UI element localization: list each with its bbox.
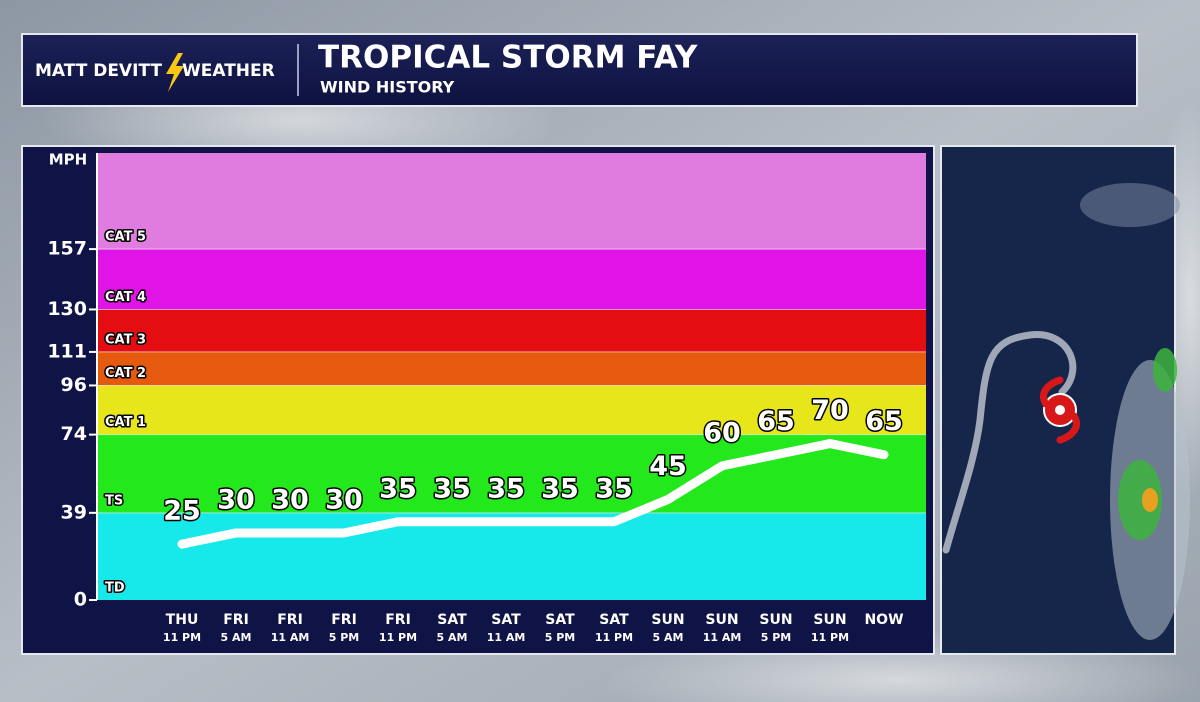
x-tick-label: 11 PM: [379, 631, 417, 644]
x-tick-label: 5 AM: [221, 631, 252, 644]
category-band: [97, 434, 926, 513]
x-tick-label: SAT: [545, 612, 575, 628]
band-label: CAT 5: [105, 230, 146, 245]
chart-title: TROPICAL STORM FAY: [318, 40, 698, 76]
category-band: [97, 249, 926, 310]
x-tick-label: SAT: [599, 612, 629, 628]
x-tick-label: 11 AM: [703, 631, 742, 644]
data-label: 30: [325, 484, 363, 515]
x-tick-label: 11 PM: [163, 631, 201, 644]
data-label: 35: [487, 473, 525, 504]
x-tick-label: FRI: [277, 612, 303, 628]
map-rain: [1118, 460, 1162, 540]
y-axis-label: MPH: [49, 151, 87, 169]
x-tick-label: 11 AM: [271, 631, 310, 644]
x-tick-label: 5 PM: [545, 631, 576, 644]
y-tick-label: 157: [47, 238, 87, 260]
data-label: 25: [163, 496, 201, 527]
plot-area: TD TS CAT 1 CAT 2 CAT 3 CAT 4 CAT 5 0 39 74 96 111 1…: [47, 153, 926, 644]
x-tick-label: SUN: [705, 612, 738, 628]
data-label: 35: [541, 473, 579, 504]
category-band: [97, 351, 926, 386]
logo-left: MATT DEVITT: [35, 61, 162, 81]
band-label: CAT 3: [105, 332, 146, 347]
logo-bolt: [166, 53, 184, 92]
x-tick-label: 5 PM: [329, 631, 360, 644]
x-tick-label: SAT: [491, 612, 521, 628]
x-tick-label: THU: [166, 612, 199, 628]
x-tick-label: SAT: [437, 612, 467, 628]
y-tick-label: 130: [47, 298, 87, 320]
logo-right: WEATHER: [182, 61, 275, 81]
x-tick-label: 11 AM: [487, 631, 526, 644]
map-rain: [1153, 348, 1177, 392]
band-label: TD: [105, 581, 125, 596]
x-tick-label: SUN: [651, 612, 684, 628]
band-label: CAT 1: [105, 415, 146, 430]
data-label: 35: [433, 473, 471, 504]
data-label: 70: [811, 395, 849, 426]
y-tick-label: 111: [47, 340, 87, 362]
data-label: 65: [757, 406, 795, 437]
y-tick-label: 0: [74, 589, 87, 611]
x-tick-label: SUN: [813, 612, 846, 628]
data-label: 45: [649, 451, 687, 482]
x-tick-label: 11 PM: [811, 631, 849, 644]
data-label: 35: [379, 473, 417, 504]
data-label: 35: [595, 473, 633, 504]
band-label: TS: [105, 493, 123, 508]
y-tick-label: 74: [61, 423, 87, 445]
y-tick-label: 96: [61, 374, 87, 396]
x-tick-label: 11 PM: [595, 631, 633, 644]
x-tick-label: 5 AM: [653, 631, 684, 644]
map-cloud: [1080, 183, 1180, 227]
wind-line: [177, 439, 889, 549]
data-label: 30: [271, 484, 309, 515]
x-tick-label: FRI: [223, 612, 249, 628]
x-tick-label: SUN: [759, 612, 792, 628]
category-band: [97, 153, 926, 250]
x-tick-label: FRI: [385, 612, 411, 628]
storm-track: [942, 331, 1077, 554]
data-label: 60: [703, 417, 741, 448]
band-label: CAT 4: [105, 290, 146, 305]
y-tick-label: 39: [61, 501, 87, 523]
map-rain: [1142, 488, 1158, 512]
chart-subtitle: WIND HISTORY: [320, 78, 455, 97]
category-band: [97, 309, 926, 352]
x-tick-label: 5 AM: [437, 631, 468, 644]
category-band: [97, 512, 926, 600]
header-bar: [21, 33, 1138, 107]
band-label: CAT 2: [105, 366, 146, 381]
data-label: 30: [217, 484, 255, 515]
data-label: 65: [865, 406, 903, 437]
x-tick-label: NOW: [864, 612, 903, 628]
category-band: [97, 385, 926, 435]
x-tick-label: 5 PM: [761, 631, 792, 644]
x-tick-label: FRI: [331, 612, 357, 628]
storm-icon: [1040, 376, 1080, 444]
